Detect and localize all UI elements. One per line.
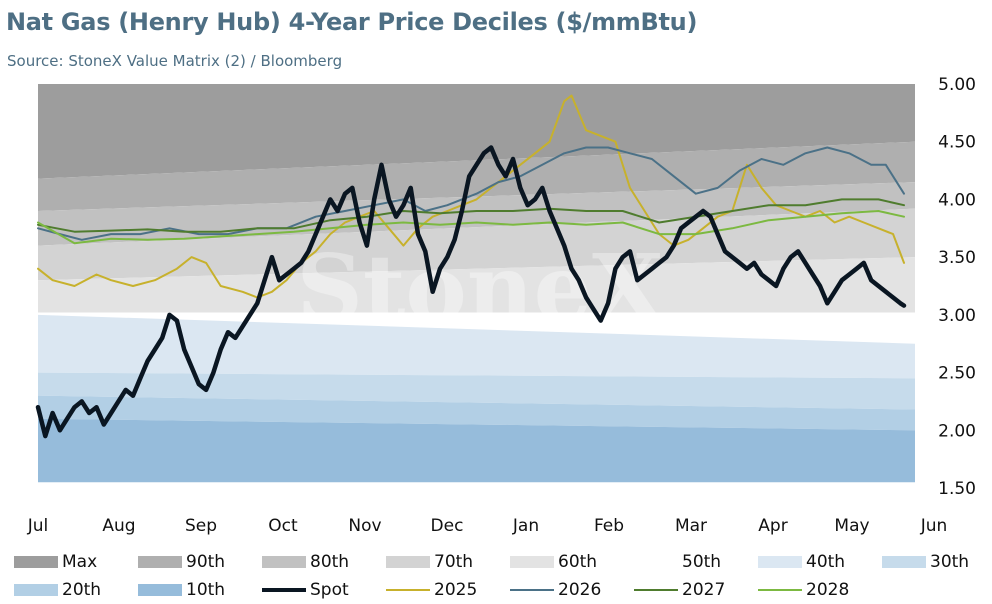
legend-item-10th: 10th <box>138 580 262 600</box>
band-80th <box>38 182 915 246</box>
legend-label: 70th <box>434 552 474 572</box>
legend-label: Spot <box>310 580 349 600</box>
x-tick-label: Feb <box>594 516 624 536</box>
legend-swatch <box>634 589 678 591</box>
x-axis: Jul Aug Sep Oct Nov Dec Jan Feb Mar Apr May Jun <box>27 516 948 536</box>
legend-item-60th: 60th <box>510 552 634 572</box>
chart-title: Nat Gas (Henry Hub) 4-Year Price Deciles… <box>6 8 698 36</box>
legend-item-80th: 80th <box>262 552 386 572</box>
legend-label: 50th <box>682 552 722 572</box>
legend-label: 2025 <box>434 580 478 600</box>
legend-swatch <box>758 556 802 568</box>
legend-swatch <box>386 556 430 568</box>
y-tick-label: 2.00 <box>938 421 976 441</box>
legend-item-2027: 2027 <box>634 580 758 600</box>
band-30th <box>38 372 915 410</box>
legend-item-70th: 70th <box>386 552 510 572</box>
legend-label: Max <box>62 552 98 572</box>
legend-item-50th: 50th <box>634 552 758 572</box>
series-line-spot <box>35 145 907 439</box>
legend-label: 80th <box>310 552 350 572</box>
legend-label: 20th <box>62 580 102 600</box>
y-tick-label: 2.50 <box>938 364 976 384</box>
legend-swatch <box>262 588 306 592</box>
legend-item-2025: 2025 <box>386 580 510 600</box>
y-axis: 1.50 2.00 2.50 3.00 3.50 4.00 4.50 5.00 <box>938 75 976 499</box>
legend-item-90th: 90th <box>138 552 262 572</box>
legend-label: 60th <box>558 552 598 572</box>
legend-item-2026: 2026 <box>510 580 634 600</box>
legend-item-30th: 30th <box>882 552 978 572</box>
series-line-2028 <box>37 210 905 245</box>
legend-row: Max 90th 80th 70th 60th 50th 40th 30th <box>14 548 989 576</box>
legend-swatch <box>14 584 58 596</box>
band-50th <box>38 312 915 344</box>
x-tick-label: Mar <box>675 516 707 536</box>
x-tick-label: Sep <box>185 516 217 536</box>
legend-item-spot: Spot <box>262 580 386 600</box>
legend-swatch <box>138 584 182 596</box>
legend-swatch <box>262 556 306 568</box>
legend-swatch <box>882 556 926 568</box>
x-tick-label: Nov <box>348 516 381 536</box>
x-tick-label: Apr <box>758 516 787 536</box>
chart-canvas: StoneX 1.502.002.503.003.504.004.505.00 … <box>27 75 976 536</box>
legend-label: 2026 <box>558 580 602 600</box>
legend-swatch <box>386 589 430 591</box>
legend-swatch <box>138 556 182 568</box>
x-tick-label: Jul <box>27 516 49 536</box>
y-tick-label: 1.50 <box>938 479 976 499</box>
series-lines <box>35 94 907 439</box>
y-tick-label: 3.00 <box>938 306 976 326</box>
x-tick-label: May <box>834 516 869 536</box>
legend-swatch <box>758 589 802 591</box>
legend-swatch <box>14 556 58 568</box>
x-tick-label: Dec <box>431 516 464 536</box>
band-70th <box>38 208 915 281</box>
x-tick-label: Aug <box>102 516 135 536</box>
legend-swatch <box>510 556 554 568</box>
legend-label: 2027 <box>682 580 726 600</box>
chart-subtitle: Source: StoneX Value Matrix (2) / Bloomb… <box>7 52 343 70</box>
y-tick-label: 3.50 <box>938 248 976 268</box>
legend-label: 90th <box>186 552 226 572</box>
band-90th <box>38 141 915 211</box>
legend-item-20th: 20th <box>14 580 138 600</box>
x-tick-label: Jan <box>512 516 539 536</box>
legend-item-40th: 40th <box>758 552 882 572</box>
series-line-2027 <box>37 198 905 233</box>
x-tick-label: Jun <box>920 516 948 536</box>
legend-label: 10th <box>186 580 226 600</box>
legend-row: 20th 10th Spot 2025 2026 2027 2028 <box>14 576 989 604</box>
x-tick-label: Oct <box>268 516 298 536</box>
band-40th <box>38 314 915 379</box>
legend-label: 30th <box>930 552 970 572</box>
band-max <box>38 84 915 179</box>
y-tick-label: 4.00 <box>938 190 976 210</box>
series-line-2026 <box>37 146 905 241</box>
legend-swatch <box>634 556 678 568</box>
legend-label: 2028 <box>806 580 850 600</box>
legend-swatch <box>510 589 554 591</box>
y-tick-label: 5.00 <box>938 75 976 95</box>
legend-item-2028: 2028 <box>758 580 854 600</box>
legend-item-max: Max <box>14 552 138 572</box>
legend-label: 40th <box>806 552 846 572</box>
band-10th <box>38 418 915 483</box>
y-tick-label: 4.50 <box>938 133 976 153</box>
stonex-watermark: StoneX <box>296 234 664 342</box>
legend: Max 90th 80th 70th 60th 50th 40th 30th 20th 10th… <box>14 548 989 604</box>
